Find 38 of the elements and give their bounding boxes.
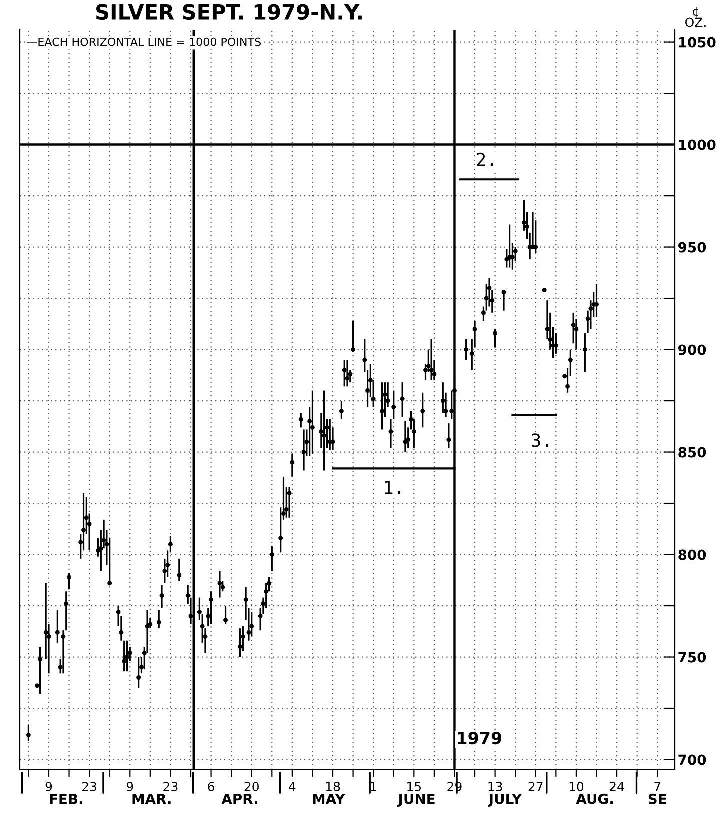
annotation: 1.	[385, 481, 400, 494]
annotation: 3.	[532, 434, 548, 448]
y-tick-label: 950	[678, 242, 706, 253]
x-tick-label: 23	[82, 782, 97, 792]
x-tick-label: 7	[654, 782, 661, 792]
y-axis-title: ¢ OZ.	[686, 7, 706, 28]
chart-title: SILVER SEPT. 1979-N.Y.	[96, 4, 362, 20]
text: MAY	[313, 794, 346, 804]
x-tick-label: 27	[528, 782, 543, 792]
y-tick-label: 700	[678, 754, 706, 766]
text: FEB.	[50, 794, 82, 804]
annotation: 2.	[477, 152, 494, 166]
x-tick-label: 4	[289, 782, 296, 792]
ref-line-label: 1979	[458, 732, 502, 745]
x-tick-label: 6	[208, 782, 214, 792]
x-tick-label: 24	[610, 782, 624, 792]
y-tick-label: 850	[678, 447, 706, 458]
y-tick-label: 1000	[679, 140, 716, 150]
y-tick-label: 900	[678, 344, 706, 356]
text: AUG.	[576, 794, 614, 804]
x-tick-label: 13	[488, 782, 502, 792]
y-tick-label: 750	[678, 652, 706, 663]
x-tick-label: 1	[370, 782, 376, 792]
text: APR.	[222, 794, 258, 804]
y-tick-label: 800	[678, 550, 706, 560]
x-tick-label: 9	[126, 782, 134, 792]
text: —EACH HORIZONTAL LINE = 1000 POINTS	[27, 38, 261, 46]
text: MAR.	[132, 794, 171, 804]
x-tick-label: 10	[570, 782, 584, 792]
x-tick-label: 15	[408, 782, 422, 792]
x-tick-label: 20	[244, 782, 259, 792]
y-tick-label: 1050	[679, 37, 716, 48]
x-tick-label: 18	[326, 782, 340, 792]
text: JULY	[488, 794, 522, 807]
x-tick-label: 23	[164, 782, 178, 792]
text: JUNE	[398, 794, 435, 807]
x-tick-label: 9	[46, 782, 52, 792]
text: SE	[648, 794, 666, 804]
